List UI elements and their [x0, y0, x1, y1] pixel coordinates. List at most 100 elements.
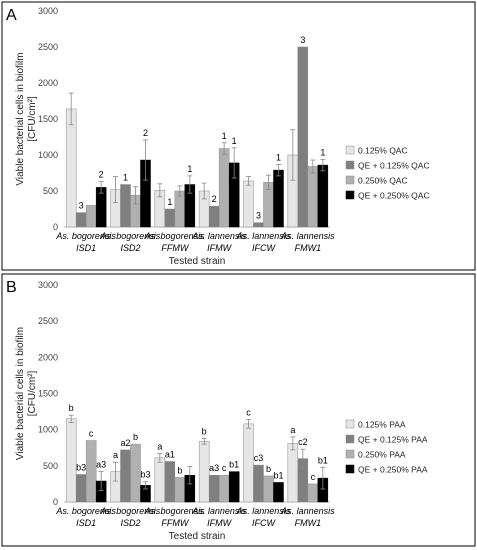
panel-b-bar [174, 477, 186, 503]
panel-b-bar [154, 457, 166, 503]
panel-b-ytick-label: 1000 [38, 425, 58, 435]
panel-b-legend-swatch [345, 449, 355, 459]
panel-b-data-label: b1 [273, 470, 283, 480]
panel-b-bar [65, 418, 77, 503]
panel-b-data-label: a [157, 442, 162, 452]
panel-b-category-label: As. lannensis [191, 506, 246, 516]
panel-b-legend-swatch [345, 419, 355, 429]
panel-a-data-label: 1 [123, 173, 128, 183]
panel-a-bar [75, 212, 87, 228]
panel-a-data-label: 1 [167, 197, 172, 207]
panel-b-ytick-label: 3000 [38, 280, 58, 290]
panel-a-data-label: 1 [276, 152, 281, 162]
panel-b-data-label: c [89, 429, 94, 439]
panel-b-category-sublabel: IFCW [252, 518, 276, 528]
panel-b-data-label: b [69, 403, 74, 413]
panel-b-legend-label: QE + 0.125% PAA [358, 435, 428, 445]
panel-b-bar [85, 440, 97, 503]
panel-a-data-label: 2 [143, 128, 148, 138]
panel-a-legend-label: 0.125% QAC [358, 146, 408, 156]
panel-b-ytick-label: 2000 [38, 352, 58, 362]
panel-b-bar [253, 464, 264, 503]
panel-a-data-label: 2 [99, 170, 104, 180]
panel-b-legend-swatch [345, 464, 355, 474]
panel-a-bar [253, 222, 264, 228]
panel-b-bar [287, 443, 299, 503]
panel-a-category-sublabel: FFMW [161, 243, 189, 253]
panel-a-bar [85, 205, 97, 228]
panel-a-bar [307, 166, 319, 228]
panel-a-category-sublabel: ISD1 [76, 243, 96, 253]
panel-a-category-label: As. bogorensis [100, 231, 161, 241]
panel-a-bar [164, 208, 176, 228]
panel-a-legend-label: QE + 0.250% QAC [358, 191, 430, 201]
panel-a-data-label: 1 [232, 136, 237, 146]
panel-a-category-sublabel: FMW1 [295, 243, 322, 253]
panel-a-bar [120, 184, 131, 228]
panel-b-data-label: b3 [76, 463, 86, 473]
panel-a-label: A [6, 7, 17, 24]
panel-b-bar [130, 443, 141, 503]
panel-a-legend-label: 0.250% QAC [358, 176, 408, 186]
panel-b-category-sublabel: IFMW [207, 518, 232, 528]
panel-b-data-label: b [133, 432, 138, 442]
panel-a-category-label: As. lannensis [280, 231, 335, 241]
panel-b-data-label: b1 [229, 460, 239, 470]
panel-b-bar [208, 474, 220, 503]
panel-b-bar [243, 423, 254, 503]
panel-a-data-label: 1 [222, 131, 227, 141]
panel-a-category-label: As. lannensis [236, 231, 291, 241]
panel-a-bar [317, 164, 329, 228]
panel-a-legend-label: QE + 0.125% QAC [358, 161, 430, 171]
panel-a-category-sublabel: IFCW [252, 243, 276, 253]
panel-a-frame [1, 1, 476, 271]
panel-b-data-label: a3 [96, 460, 106, 470]
panel-b-ytick-label: 500 [43, 461, 58, 471]
panel-b-bar [120, 449, 131, 503]
panel-b-legend-swatch [345, 434, 355, 444]
panel-b-ylabel: Viable bacterial cells in biofilm [15, 327, 26, 460]
panel-a-ytick-label: 500 [43, 186, 58, 196]
panel-b-data-label: b [202, 426, 207, 436]
panel-b-data-label: c [311, 472, 316, 482]
panel-b-data-label: a3 [209, 463, 219, 473]
panel-a-ytick-label: 1000 [38, 150, 58, 160]
panel-b-legend-label: 0.125% PAA [358, 420, 406, 430]
panel-a-category-sublabel: IFMW [207, 243, 232, 253]
panel-b-category-label: As. bogorensis [55, 506, 116, 516]
panel-b-data-label: b [266, 464, 271, 474]
panel-a-data-label: 3 [300, 35, 305, 45]
panel-b-data-label: b3 [140, 470, 150, 480]
panel-b-data-label: a [113, 450, 118, 460]
panel-b-category-label: As. bogorensis [144, 506, 205, 516]
panel-a-legend-swatch [345, 175, 355, 185]
panel-b-category-sublabel: FFMW [161, 518, 189, 528]
panel-a-ytick-label: 2000 [38, 78, 58, 88]
panel-a-legend-swatch [345, 145, 355, 155]
panel-b-legend-label: 0.250% PAA [358, 450, 406, 460]
panel-a-category-label: As. bogorensis [55, 231, 116, 241]
panel-b-frame [1, 273, 476, 547]
panel-a-category-label: As. lannensis [191, 231, 246, 241]
panel-a-data-label: 2 [212, 194, 217, 204]
panel-b-bar [273, 482, 284, 503]
panel-a-ylabel: Viable bacterial cells in biofilm [15, 52, 26, 185]
panel-b-ytick-label: 1500 [38, 389, 58, 399]
panel-b-data-label: b1 [318, 455, 328, 465]
panel-b-category-sublabel: ISD1 [76, 518, 96, 528]
panel-b-bar [263, 475, 274, 503]
panel-b-bar [164, 461, 176, 503]
panel-b-data-label: a1 [165, 449, 175, 459]
panel-a-bar [273, 169, 284, 228]
panel-a-bar [65, 108, 77, 228]
panel-a-data-label: 1 [187, 164, 192, 174]
panel-a-data-label: 3 [256, 211, 261, 221]
panel-b-label: B [6, 279, 17, 296]
panel-b-bar [75, 474, 87, 503]
panel-b-bar [198, 440, 210, 503]
panel-a-bar [218, 148, 230, 228]
panel-b-category-label: As. bogorensis [100, 506, 161, 516]
panel-b-category-sublabel: FMW1 [295, 518, 322, 528]
panel-b-category-label: As. lannensis [236, 506, 291, 516]
